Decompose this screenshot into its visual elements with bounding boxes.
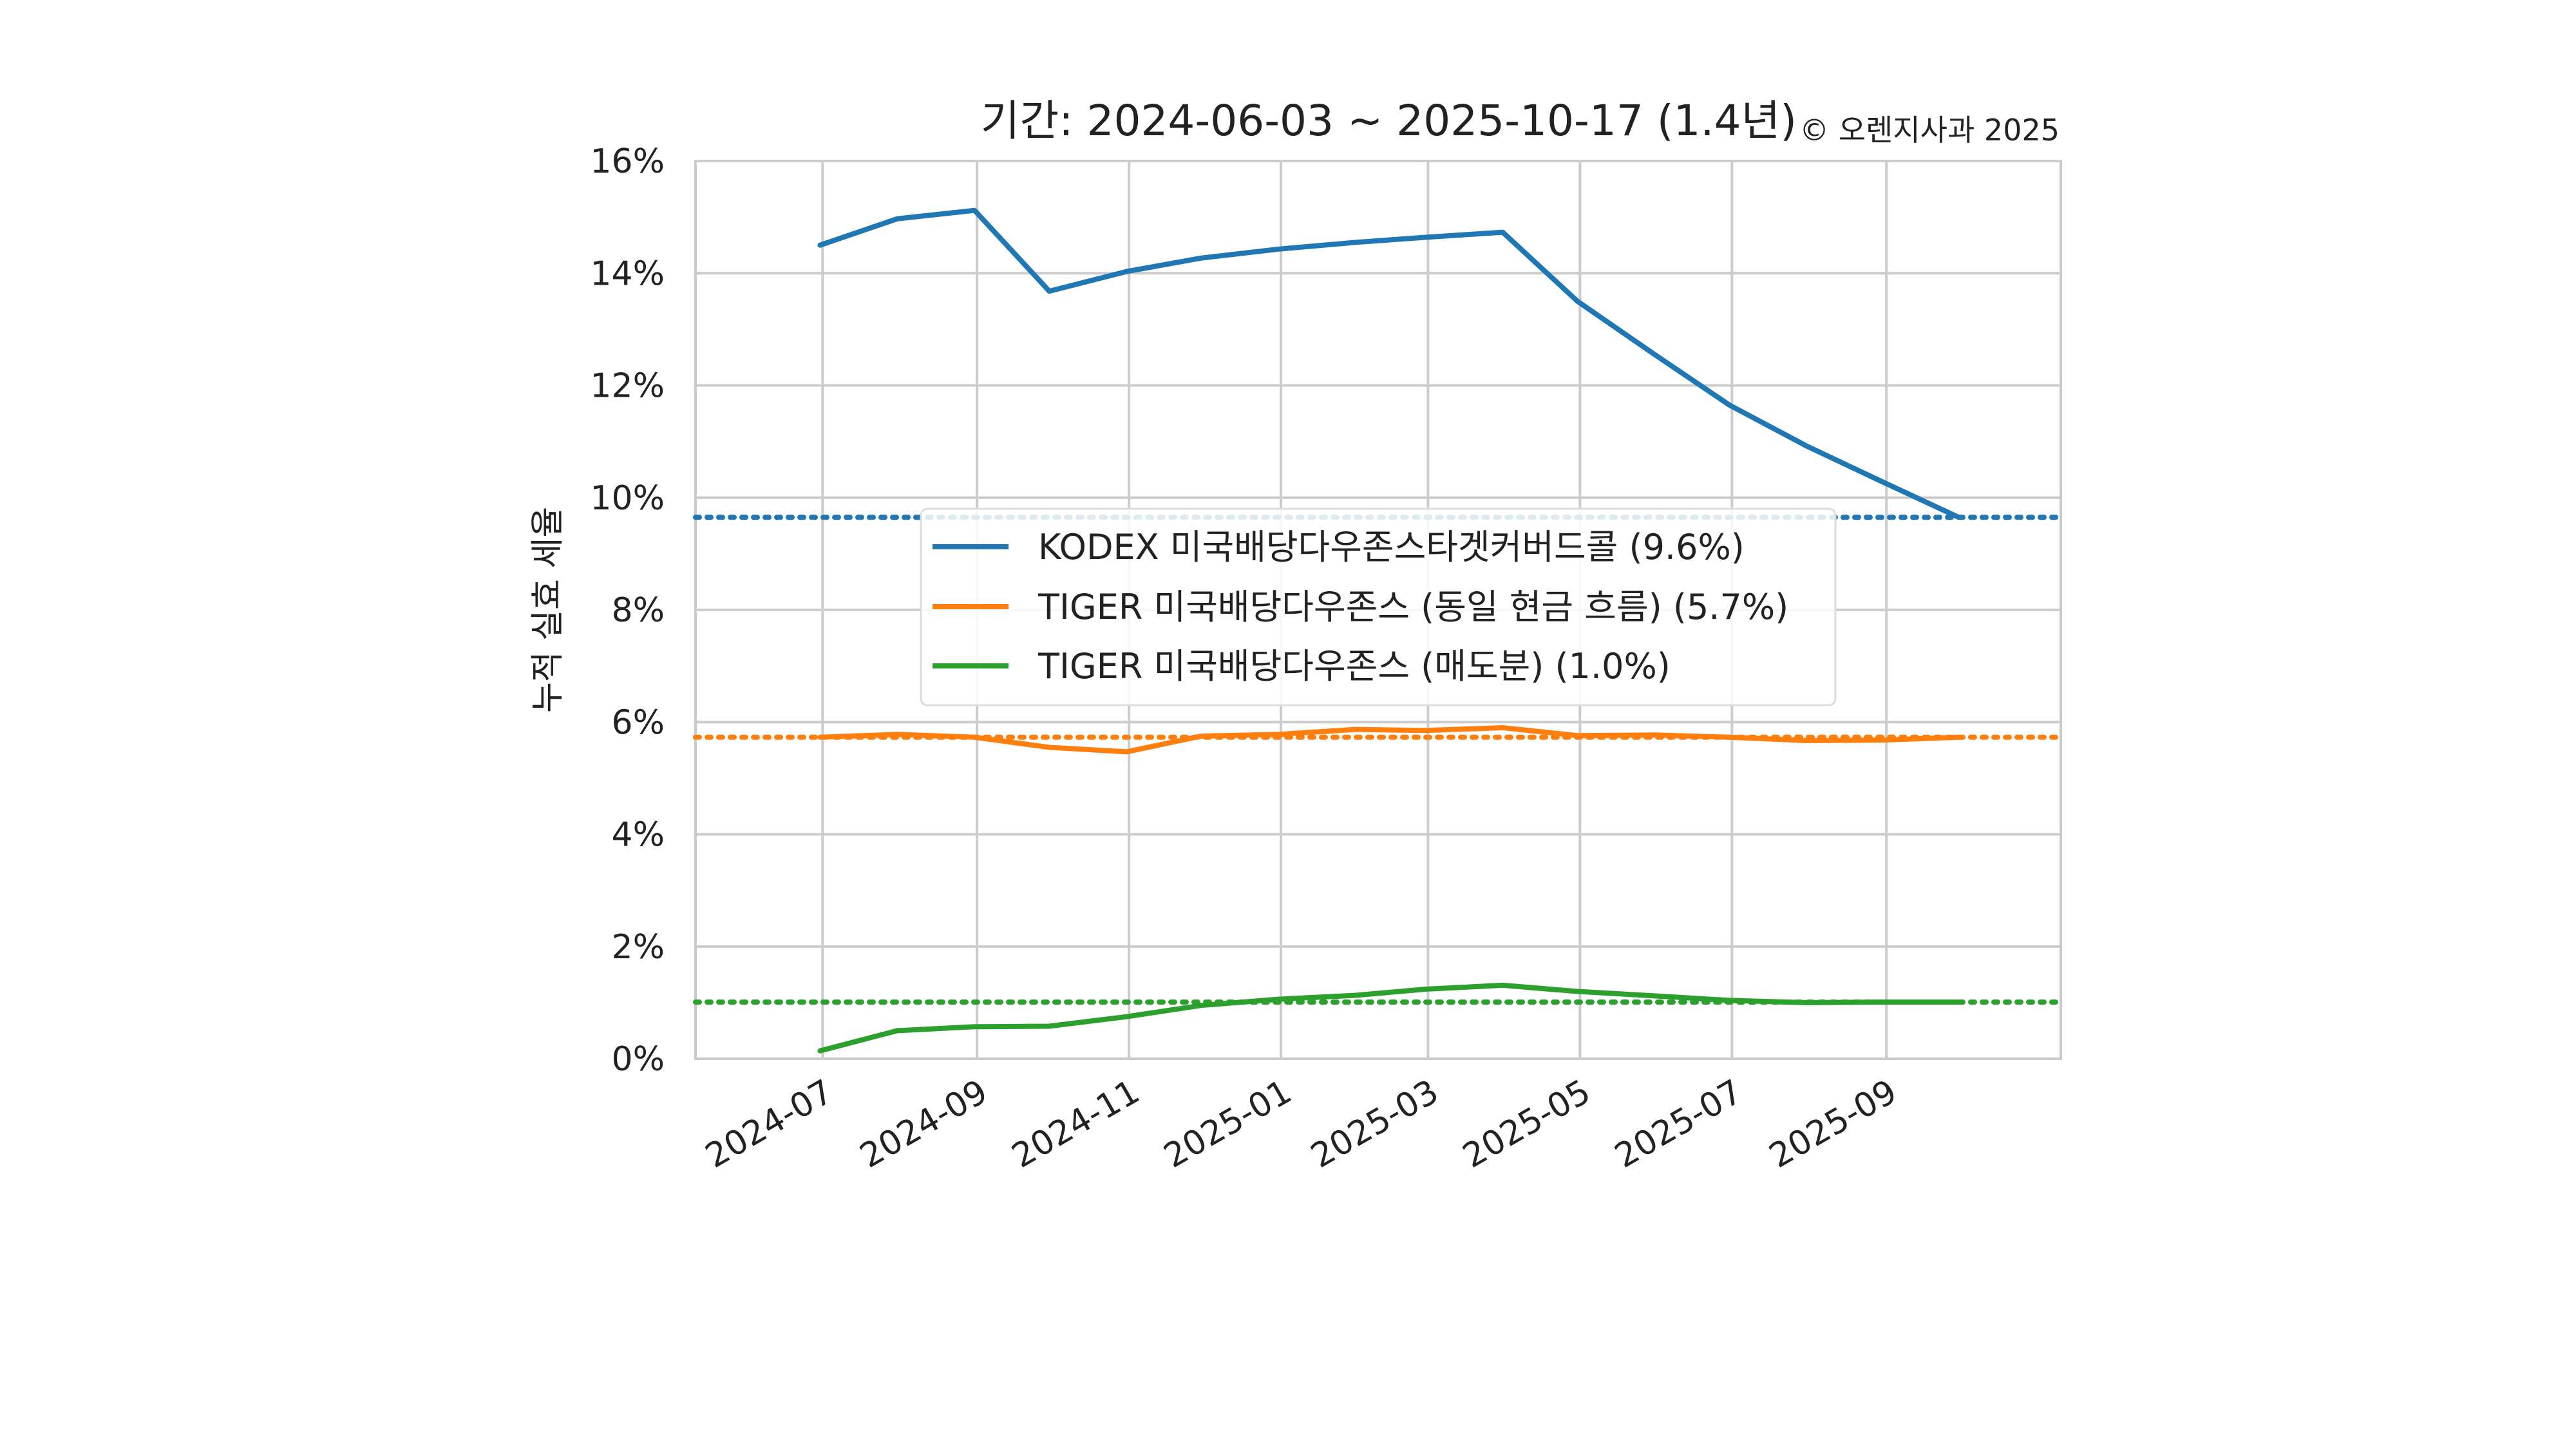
legend-label: KODEX 미국배당다우존스타겟커버드콜 (9.6%) — [1038, 527, 1745, 567]
y-tick-label: 8% — [612, 591, 665, 630]
x-tick-label: 2024-09 — [853, 1072, 994, 1176]
series-line — [817, 725, 1962, 755]
y-tick-label: 2% — [612, 928, 665, 967]
legend: KODEX 미국배당다우존스타겟커버드콜 (9.6%) TIGER 미국배당다우… — [920, 507, 1837, 706]
y-axis-label: 누적 실효 세율 — [529, 507, 567, 713]
x-tick-label: 2024-11 — [1005, 1072, 1146, 1176]
chart-title: 기간: 2024-06-03 ~ 2025-10-17 (1.4년) — [981, 96, 1797, 146]
series-line — [817, 982, 1962, 1054]
x-tick-label: 2025-09 — [1763, 1072, 1904, 1176]
x-tick-label: 2025-03 — [1305, 1072, 1445, 1176]
legend-entry: TIGER 미국배당다우존스 (동일 현금 흐름) (5.7%) — [933, 587, 1788, 627]
x-tick-label: 2024-07 — [699, 1072, 840, 1176]
y-tick-label: 6% — [612, 703, 665, 742]
x-axis-ticks: 2024-07 2024-09 2024-11 2025-01 2025-03 2025-… — [699, 1072, 1904, 1176]
copyright-text: © 오렌지사과 2025 — [1799, 113, 2060, 147]
x-tick-label: 2025-01 — [1157, 1072, 1298, 1176]
y-tick-label: 0% — [612, 1040, 665, 1079]
y-tick-label: 14% — [590, 254, 665, 293]
legend-entry: TIGER 미국배당다우존스 (매도분) (1.0%) — [933, 646, 1671, 687]
y-tick-label: 4% — [612, 816, 665, 855]
y-tick-label: 10% — [590, 479, 665, 518]
y-tick-label: 16% — [590, 142, 665, 181]
x-tick-label: 2025-07 — [1609, 1072, 1749, 1176]
legend-entry: KODEX 미국배당다우존스타겟커버드콜 (9.6%) — [933, 527, 1745, 567]
legend-label: TIGER 미국배당다우존스 (동일 현금 흐름) (5.7%) — [1037, 587, 1788, 627]
legend-label: TIGER 미국배당다우존스 (매도분) (1.0%) — [1037, 646, 1671, 687]
x-tick-label: 2025-05 — [1457, 1072, 1597, 1176]
legend-box — [920, 507, 1837, 706]
series-lines — [817, 207, 1962, 1054]
plot-frame — [694, 160, 2062, 1060]
series-line — [817, 207, 1962, 520]
y-axis-ticks: 0% 2% 4% 6% 8% 10% 12% 14% 16% — [590, 142, 665, 1079]
y-tick-label: 12% — [590, 367, 665, 406]
